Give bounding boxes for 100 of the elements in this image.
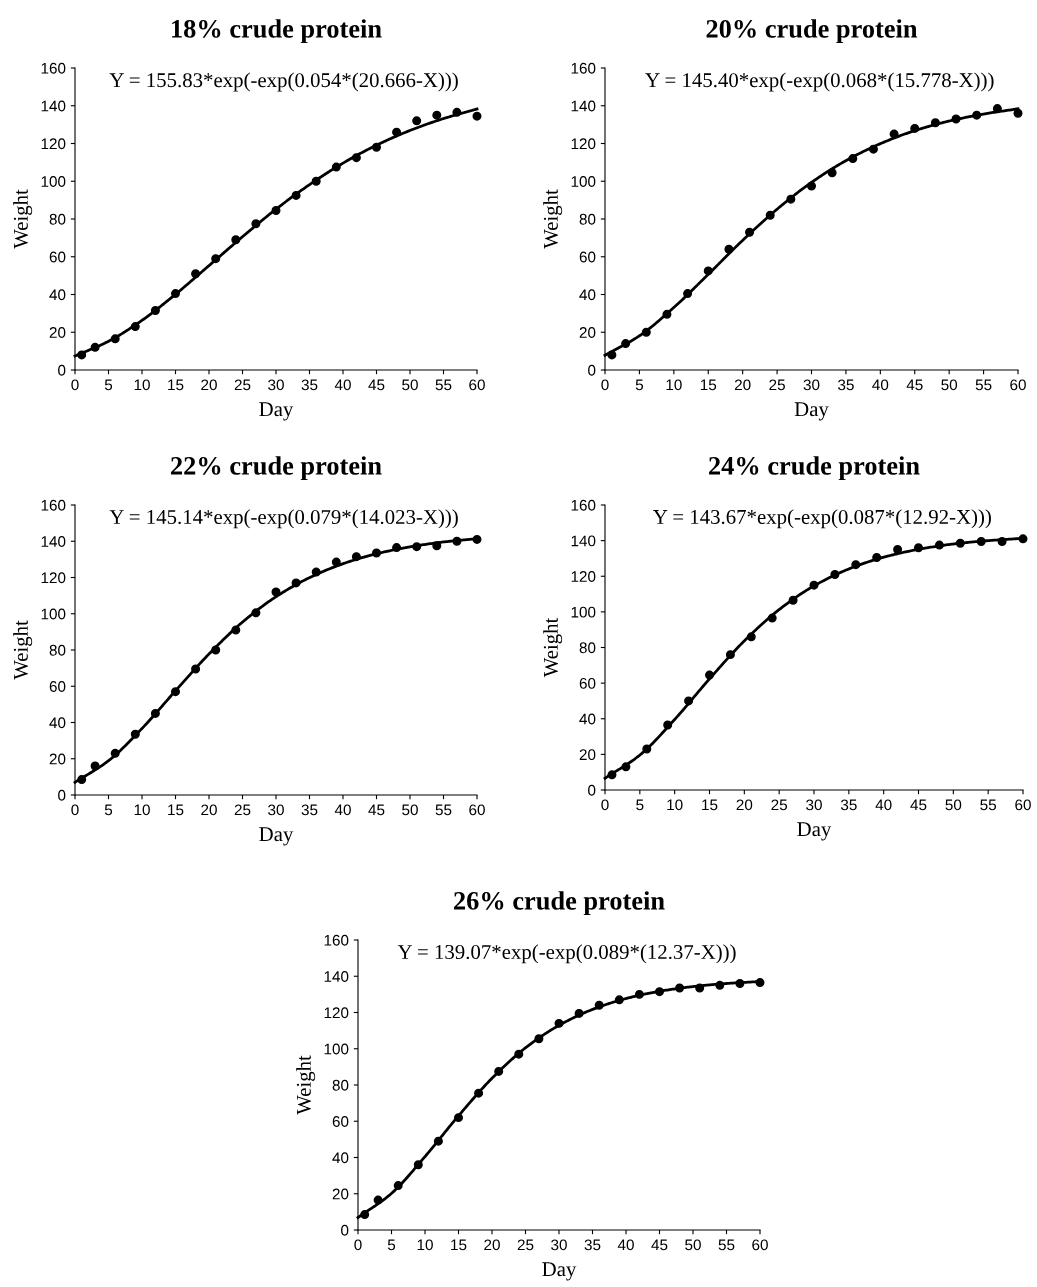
y-tick-label: 20 [332,1188,349,1200]
x-tick-label: 5 [636,799,644,811]
point [171,289,180,299]
point [725,650,735,660]
point [251,219,261,229]
point [494,1066,504,1076]
point [90,342,100,352]
annotation: Y = 145.14*exp(-exp(0.079*(14.023-X))) [109,509,458,529]
y-tick-label: 80 [579,642,596,654]
point [703,266,713,276]
point [848,154,858,164]
x-tick-label: 60 [1010,379,1026,391]
x-tick-label: 20 [736,799,753,811]
point [474,1088,484,1098]
y-tick-label: 140 [324,971,349,982]
point [788,595,798,605]
point [150,708,160,718]
point [211,254,221,264]
point [807,181,816,191]
x-tick-label: 30 [268,804,284,816]
point [705,670,714,680]
y-tick-label: 20 [49,753,66,765]
x-tick-label: 10 [134,804,150,816]
y-tick-label: 140 [41,536,66,547]
x-tick-label: 15 [451,1239,467,1251]
point [412,542,422,552]
point [655,987,664,997]
x-tick-label: 25 [771,799,788,811]
x-tick-label: 20 [201,804,217,816]
x-tick-label: 0 [601,379,609,391]
point [90,761,100,771]
annotation: Y = 145.40*exp(-exp(0.068*(15.778-X))) [645,72,994,92]
point [607,350,617,360]
y-tick-label: 80 [49,644,66,656]
point [621,339,631,349]
x-axis-title: Day [794,402,829,421]
y-tick-label: 40 [579,713,596,725]
x-tick-label: 15 [168,804,184,816]
x-tick-label: 35 [584,1239,601,1251]
point [311,176,321,186]
annotation: Y = 143.67*exp(-exp(0.087*(12.92-X))) [653,509,991,529]
chart-title: 18% crude protein [172,19,382,44]
y-tick-label: 60 [49,251,66,263]
x-axis-title: Day [797,822,832,841]
point [594,1000,604,1010]
y-tick-label: 0 [58,789,66,801]
y-tick-label: 100 [324,1043,349,1055]
point [393,1181,403,1191]
point [910,123,920,133]
point [392,127,402,137]
x-tick-label: 40 [875,799,892,811]
point [211,645,221,655]
y-tick-label: 120 [324,1007,349,1019]
x-tick-label: 20 [201,379,217,391]
point [191,269,201,279]
x-tick-label: 15 [702,799,718,811]
x-tick-label: 5 [387,1239,396,1251]
point [930,118,940,128]
x-tick-label: 35 [301,379,318,391]
point [171,687,180,697]
point [642,744,652,754]
x-tick-label: 45 [368,804,385,816]
point [271,587,281,597]
y-tick-label: 160 [571,62,596,74]
x-tick-label: 25 [234,804,251,816]
y-tick-label: 80 [49,213,66,225]
point [724,244,734,254]
x-tick-label: 5 [104,804,113,816]
x-tick-label: 25 [517,1239,534,1251]
x-tick-label: 55 [435,379,452,391]
point [715,980,725,990]
x-tick-label: 55 [980,799,997,811]
annotation: Y = 139.07*exp(-exp(0.089*(12.37-X))) [397,944,736,964]
y-tick-label: 160 [41,499,66,511]
x-tick-label: 30 [551,1239,567,1251]
point [413,1160,423,1170]
point [663,720,673,730]
y-tick-label: 60 [579,677,596,689]
y-tick-label: 40 [332,1152,349,1164]
point [372,548,381,558]
x-tick-label: 35 [838,379,854,391]
point [251,608,261,618]
x-tick-label: 45 [651,1239,668,1251]
x-tick-label: 0 [71,804,79,816]
x-tick-label: 35 [301,804,318,816]
y-tick-label: 100 [571,606,596,618]
annotation: Y = 155.83*exp(-exp(0.054*(20.666-X))) [109,72,458,92]
x-tick-label: 25 [769,379,785,391]
point [231,625,241,635]
point [130,322,140,332]
x-tick-label: 0 [601,799,609,811]
x-tick-label: 45 [368,379,385,391]
y-tick-label: 20 [579,327,596,338]
point [514,1049,524,1059]
y-tick-label: 100 [571,176,596,187]
point [433,1136,443,1146]
x-tick-label: 5 [635,379,644,391]
point [291,578,301,588]
point [191,664,201,674]
point [889,129,899,139]
